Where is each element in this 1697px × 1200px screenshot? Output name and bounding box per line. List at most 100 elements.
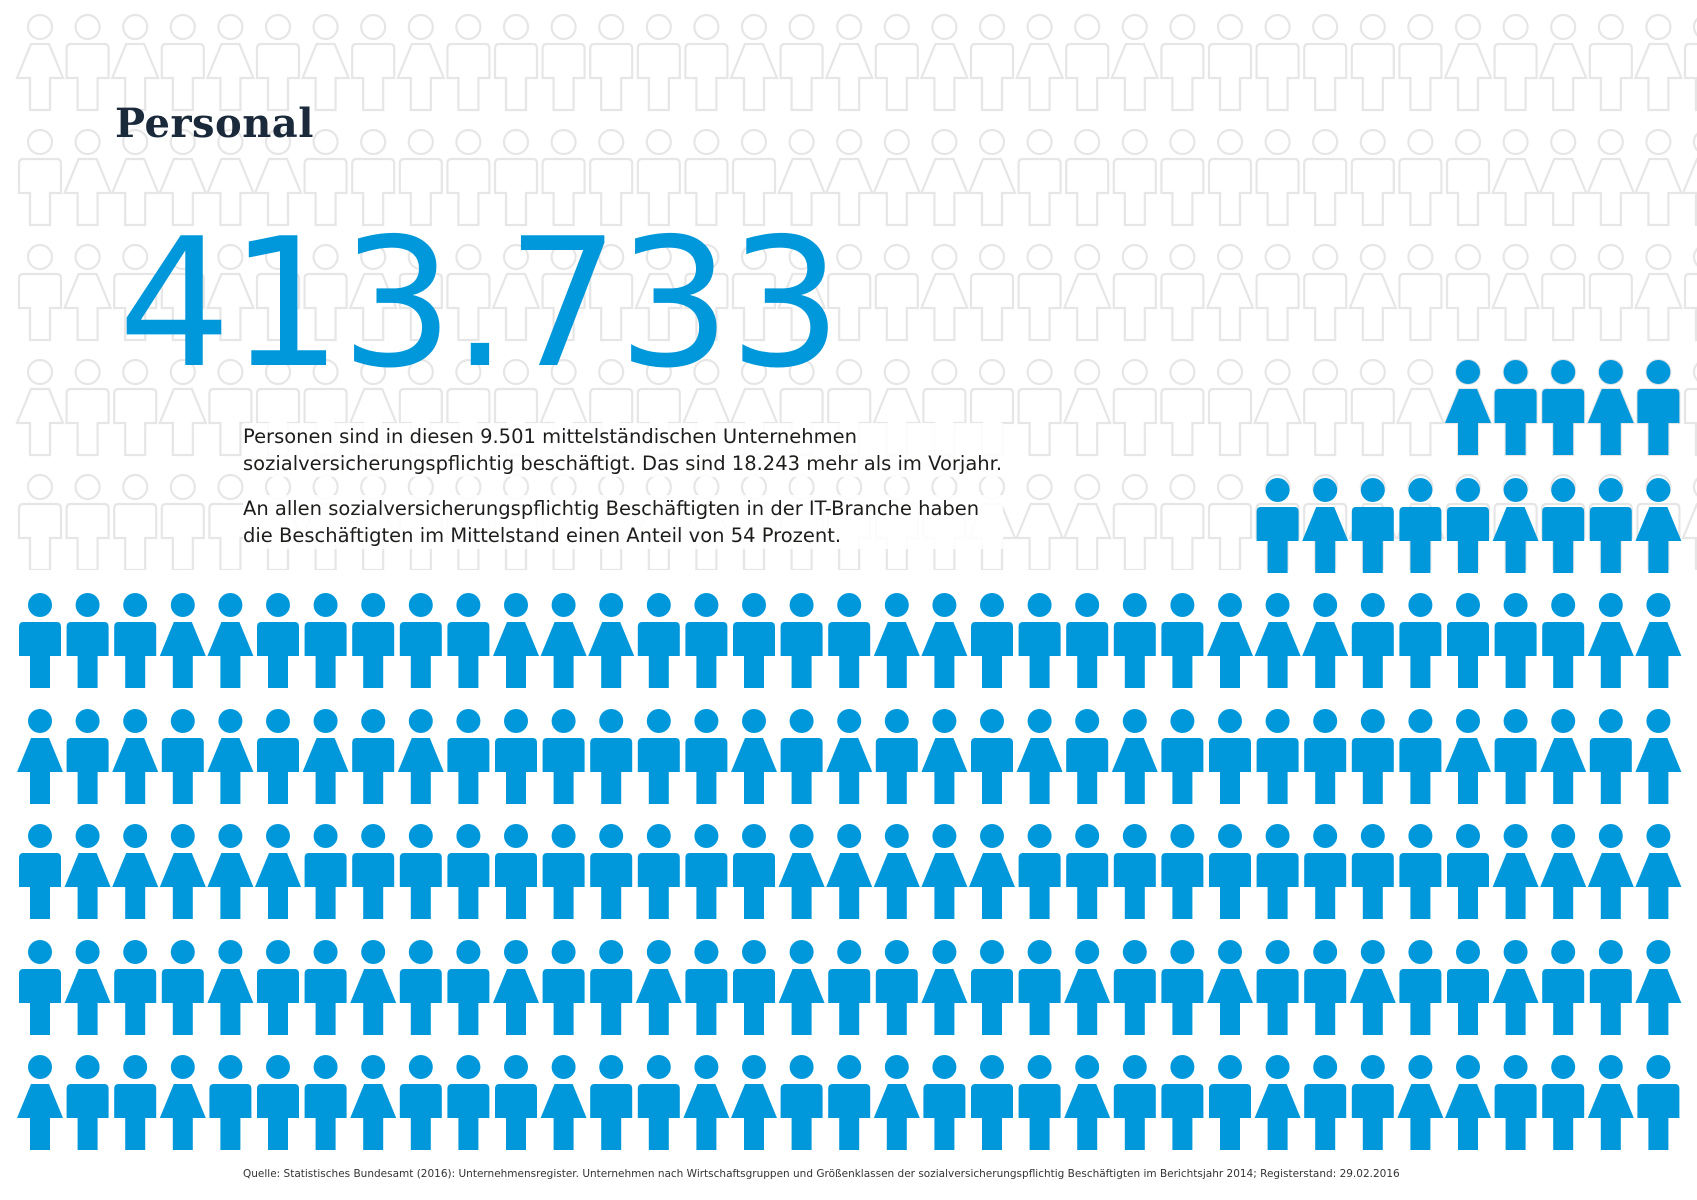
male-person-icon	[1113, 940, 1156, 1035]
female-person-icon	[17, 709, 63, 804]
female-person-icon	[540, 1055, 587, 1150]
female-person-icon	[207, 709, 254, 804]
female-person-icon	[683, 1055, 730, 1150]
male-person-icon	[1541, 243, 1586, 342]
male-person-icon	[1256, 940, 1299, 1035]
female-person-icon	[921, 593, 968, 688]
female-person-icon	[1633, 128, 1684, 227]
male-person-icon	[684, 243, 729, 342]
female-person-icon	[731, 1055, 777, 1150]
male-person-icon	[1447, 478, 1489, 573]
male-person-icon	[542, 824, 585, 919]
male-person-icon	[114, 593, 157, 688]
female-person-icon	[1681, 477, 1697, 570]
male-person-icon	[1256, 824, 1299, 919]
male-person-icon	[1161, 824, 1204, 919]
male-person-icon	[1161, 1055, 1204, 1150]
male-person-icon	[1399, 478, 1442, 573]
male-person-icon	[257, 940, 299, 1035]
male-person-icon	[1683, 17, 1697, 112]
female-person-icon	[1587, 360, 1634, 455]
male-person-icon	[1637, 1055, 1680, 1150]
female-person-icon	[350, 940, 397, 1035]
male-person-icon	[1066, 824, 1109, 919]
male-person-icon	[352, 593, 395, 688]
male-person-icon	[304, 824, 347, 919]
male-person-icon	[636, 13, 681, 112]
female-person-icon	[1397, 1055, 1444, 1150]
female-person-icon	[967, 128, 1017, 227]
male-person-icon	[1207, 13, 1253, 112]
female-person-icon	[919, 128, 970, 227]
male-person-icon	[1018, 1055, 1061, 1150]
male-person-icon	[1303, 128, 1348, 227]
male-person-icon	[828, 940, 871, 1035]
male-person-icon	[160, 473, 205, 570]
female-person-icon	[1207, 940, 1253, 1035]
male-person-icon	[1637, 360, 1680, 455]
male-person-icon	[874, 243, 919, 342]
female-person-icon	[776, 243, 827, 342]
male-person-icon	[1112, 128, 1157, 227]
female-person-icon	[969, 824, 1015, 919]
male-person-icon	[303, 243, 348, 342]
male-person-icon	[1351, 824, 1394, 919]
male-person-icon	[1255, 128, 1300, 227]
female-person-icon	[873, 593, 920, 688]
male-person-icon	[495, 824, 537, 919]
female-person-icon	[1445, 1055, 1491, 1150]
male-person-icon	[446, 128, 491, 227]
male-person-icon	[1351, 709, 1394, 804]
male-person-icon	[1018, 593, 1061, 688]
male-person-icon	[447, 1055, 490, 1150]
background-person-pattern	[15, 13, 1697, 570]
male-person-icon	[1161, 593, 1204, 688]
male-person-icon	[1303, 13, 1348, 112]
male-person-icon	[352, 709, 395, 804]
female-person-icon	[1635, 709, 1682, 804]
female-person-icon	[1445, 709, 1491, 804]
male-person-icon	[1350, 128, 1395, 227]
male-person-icon	[399, 940, 442, 1035]
male-person-icon	[113, 358, 158, 457]
female-person-icon	[1443, 13, 1493, 112]
female-person-icon	[1254, 593, 1301, 688]
male-person-icon	[1303, 243, 1348, 342]
male-person-icon	[447, 940, 490, 1035]
male-person-icon	[303, 128, 348, 227]
female-person-icon	[205, 13, 256, 112]
male-person-icon	[17, 473, 63, 570]
male-person-icon	[1399, 593, 1442, 688]
male-person-icon	[257, 593, 299, 688]
male-person-icon	[1588, 13, 1633, 112]
female-person-icon	[493, 940, 539, 1035]
female-person-icon	[826, 709, 873, 804]
male-person-icon	[541, 243, 586, 342]
female-person-icon	[872, 128, 922, 227]
female-person-icon	[112, 709, 159, 804]
female-person-icon	[919, 243, 970, 342]
male-person-icon	[1160, 128, 1205, 227]
female-person-icon	[64, 940, 111, 1035]
male-person-icon	[636, 128, 681, 227]
male-person-icon	[1161, 709, 1204, 804]
male-person-icon	[590, 1055, 633, 1150]
female-person-icon	[921, 940, 968, 1035]
male-person-icon	[65, 358, 110, 457]
female-person-icon	[110, 13, 160, 112]
female-person-icon	[1635, 940, 1682, 1035]
male-person-icon	[399, 1055, 442, 1150]
male-person-icon	[1399, 824, 1442, 919]
male-person-icon	[1683, 362, 1697, 457]
male-person-icon	[1018, 824, 1061, 919]
female-person-icon	[1538, 13, 1588, 112]
male-person-icon	[114, 1055, 157, 1150]
male-person-icon	[1113, 1055, 1156, 1150]
male-person-icon	[969, 13, 1015, 112]
male-person-icon	[1542, 940, 1585, 1035]
male-person-icon	[19, 824, 61, 919]
male-person-icon	[1351, 478, 1394, 573]
male-person-icon	[304, 940, 347, 1035]
female-person-icon	[1064, 940, 1111, 1035]
